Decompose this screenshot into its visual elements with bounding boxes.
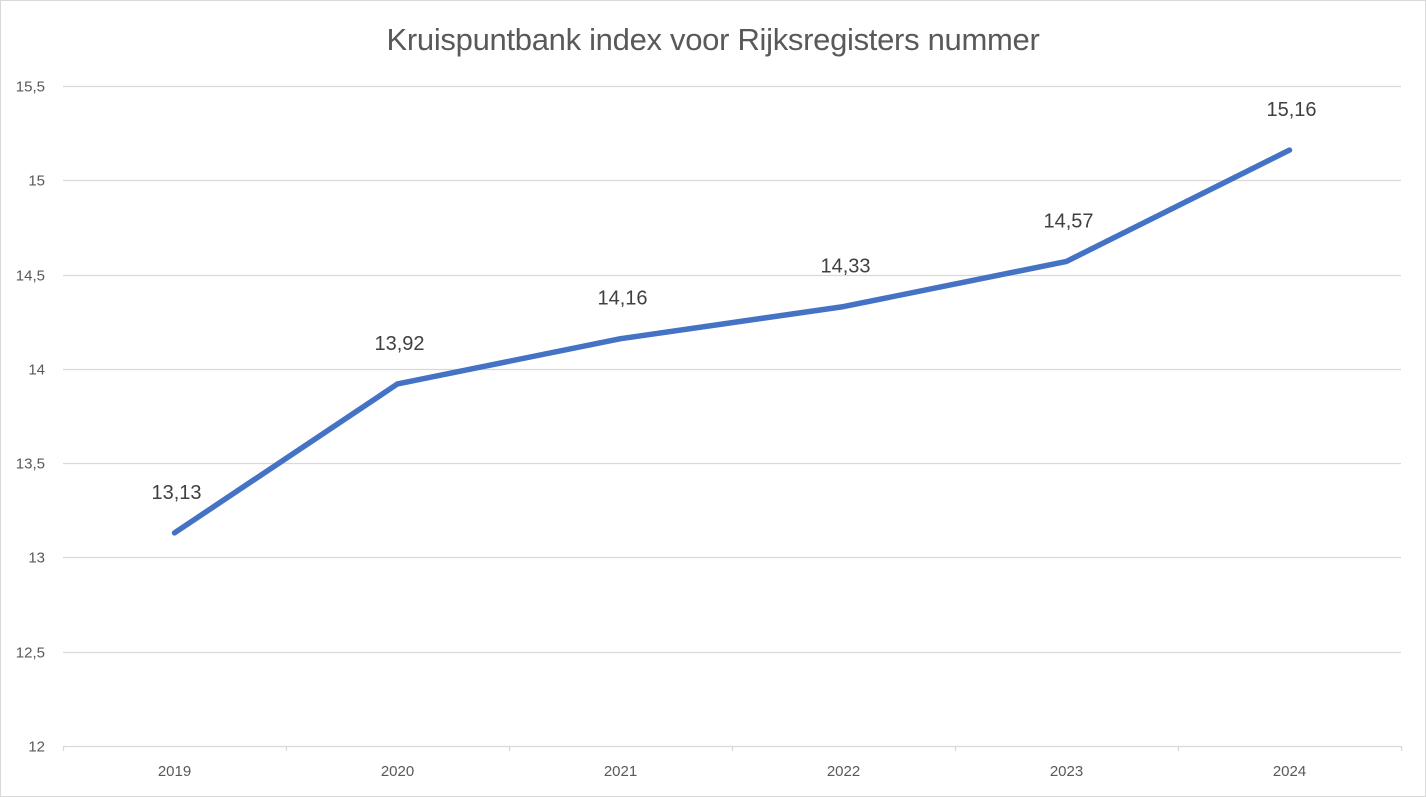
series-line — [171, 147, 1293, 536]
x-tick-label: 2023 — [1050, 763, 1083, 780]
x-tick-label: 2021 — [604, 763, 637, 780]
chart-title: Kruispuntbank index voor Rijksregisters … — [386, 22, 1040, 57]
y-tick-label: 12,5 — [16, 645, 45, 662]
data-label: 13,92 — [374, 333, 424, 355]
gridlines — [63, 85, 1401, 748]
data-label: 14,57 — [1043, 210, 1093, 232]
x-axis: 2019 2020 2021 2022 2023 2024 — [62, 746, 1403, 780]
y-tick-label: 15 — [28, 173, 45, 190]
x-tick-label: 2020 — [381, 763, 414, 780]
data-label: 15,16 — [1266, 99, 1316, 121]
y-tick-label: 12 — [28, 739, 45, 756]
x-tick-label: 2019 — [158, 763, 191, 780]
y-tick-label: 14 — [28, 362, 45, 379]
data-label: 14,33 — [820, 256, 870, 278]
y-tick-label: 13 — [28, 550, 45, 567]
x-tick-label: 2022 — [827, 763, 860, 780]
x-tick-label: 2024 — [1273, 763, 1306, 780]
y-tick-label: 13,5 — [16, 456, 45, 473]
y-axis: 12 12,5 13 13,5 14 14,5 15 15,5 — [16, 79, 45, 756]
data-series — [171, 147, 1293, 536]
data-labels: 13,13 13,92 14,16 14,33 14,57 15,16 — [151, 99, 1316, 504]
data-label: 13,13 — [151, 482, 201, 504]
y-tick-label: 15,5 — [16, 79, 45, 96]
y-tick-label: 14,5 — [16, 268, 45, 285]
data-label: 14,16 — [597, 288, 647, 310]
